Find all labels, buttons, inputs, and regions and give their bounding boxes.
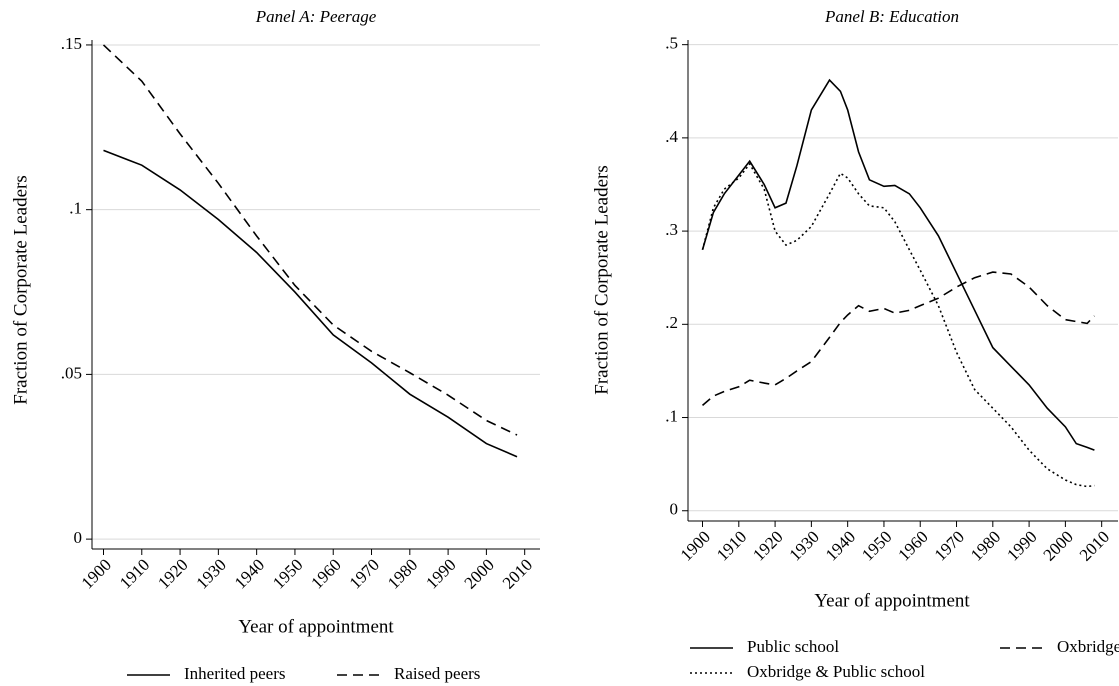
y-tick-label: .15 xyxy=(61,34,82,53)
x-tick-label: 1980 xyxy=(384,555,421,592)
legend-label: Oxbridge xyxy=(1057,637,1119,656)
x-tick-label: 2010 xyxy=(1076,527,1113,564)
x-tick-label: 1950 xyxy=(269,555,306,592)
x-tick-label: 1940 xyxy=(231,555,268,592)
x-tick-label: 1970 xyxy=(346,555,383,592)
x-tick-label: 1990 xyxy=(1003,527,1040,564)
x-tick-label: 1990 xyxy=(422,555,459,592)
x-tick-label: 1920 xyxy=(154,555,191,592)
y-tick-label: .3 xyxy=(665,220,678,239)
x-tick-label: 2010 xyxy=(499,555,536,592)
x-tick-label: 1900 xyxy=(78,555,115,592)
x-tick-label: 1960 xyxy=(307,555,344,592)
line-series xyxy=(701,271,1095,407)
panel-title: Panel A: Peerage xyxy=(255,7,377,26)
legend-label: Oxbridge & Public school xyxy=(747,662,925,681)
y-tick-label: .5 xyxy=(665,34,678,53)
y-tick-label: .1 xyxy=(69,199,82,218)
y-tick-label: .1 xyxy=(665,406,678,425)
y-tick-label: .2 xyxy=(665,313,678,332)
y-tick-label: .05 xyxy=(61,363,82,382)
x-tick-label: 1960 xyxy=(894,527,931,564)
y-tick-label: 0 xyxy=(670,500,679,519)
x-tick-label: 1970 xyxy=(931,527,968,564)
x-tick-label: 1930 xyxy=(192,555,229,592)
y-axis-label: Fraction of Corporate Leaders xyxy=(591,165,612,395)
y-tick-label: .4 xyxy=(665,127,678,146)
x-tick-label: 1930 xyxy=(785,527,822,564)
x-axis-label: Year of appointment xyxy=(238,616,394,637)
x-tick-label: 1910 xyxy=(713,527,750,564)
x-tick-label: 1920 xyxy=(749,527,786,564)
legend-label: Public school xyxy=(747,637,839,656)
x-tick-label: 1900 xyxy=(677,527,714,564)
x-tick-label: 2000 xyxy=(1039,527,1076,564)
x-tick-label: 1940 xyxy=(822,527,859,564)
line-series xyxy=(701,162,1095,488)
line-series xyxy=(103,149,518,458)
legend-label: Inherited peers xyxy=(184,664,285,683)
x-axis-label: Year of appointment xyxy=(814,590,970,611)
y-axis-label: Fraction of Corporate Leaders xyxy=(10,175,31,405)
line-series xyxy=(102,44,518,436)
legend-label: Raised peers xyxy=(394,664,480,683)
line-series xyxy=(701,78,1095,451)
x-tick-label: 2000 xyxy=(461,555,498,592)
x-tick-label: 1910 xyxy=(116,555,153,592)
x-tick-label: 1950 xyxy=(858,527,895,564)
y-tick-label: 0 xyxy=(74,528,83,547)
panel-title: Panel B: Education xyxy=(824,7,959,26)
x-tick-label: 1980 xyxy=(967,527,1004,564)
